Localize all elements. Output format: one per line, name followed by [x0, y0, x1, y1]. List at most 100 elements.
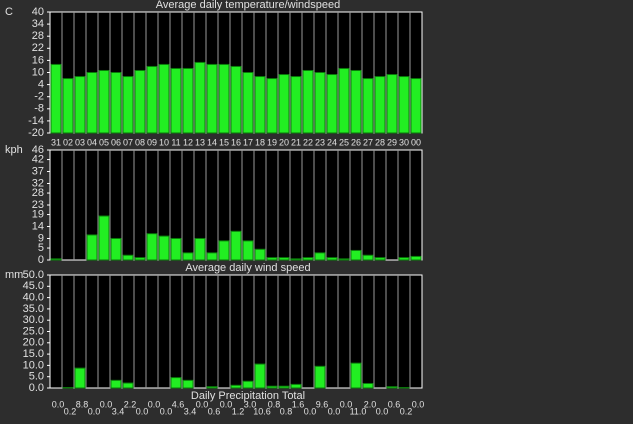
bar — [362, 78, 374, 134]
bar — [410, 78, 422, 134]
x-tick-label: 15 — [219, 137, 229, 147]
y-tick-label: -20 — [28, 127, 44, 139]
bar — [410, 255, 422, 261]
y-tick-label: 40 — [32, 6, 44, 18]
panel-title: Daily Precipitation Total — [191, 390, 305, 402]
x-tick-label: 04 — [87, 137, 97, 147]
bar — [278, 385, 290, 389]
value-label: 4.6 — [172, 399, 185, 409]
value-label: 0.0 — [148, 399, 161, 409]
bar — [218, 63, 230, 134]
y-tick-label: 15.0 — [23, 348, 44, 360]
y-tick-label: 5 — [38, 242, 44, 254]
x-tick-label: 16 — [231, 137, 241, 147]
y-tick-label: 50.0 — [23, 269, 44, 281]
value-label: 3.0 — [244, 399, 257, 409]
y-tick-label: 37 — [32, 165, 44, 177]
bar — [110, 379, 122, 389]
bar — [134, 69, 146, 134]
bar — [350, 362, 362, 389]
x-tick-label: 29 — [387, 137, 397, 147]
bar — [338, 67, 350, 134]
y-tick-label: 28 — [32, 30, 44, 42]
bar — [86, 72, 98, 134]
x-tick-label: 09 — [147, 137, 157, 147]
bar — [326, 257, 338, 261]
y-tick-label: 10 — [32, 66, 44, 78]
y-tick-label: -14 — [28, 115, 44, 127]
bar — [362, 254, 374, 261]
x-tick-label: 14 — [207, 137, 217, 147]
bar — [290, 76, 302, 134]
bar — [98, 215, 110, 261]
y-tick-label: 10.0 — [23, 359, 44, 371]
y-tick-label: 23 — [32, 199, 44, 211]
bar — [122, 254, 134, 261]
value-label: 2.0 — [364, 399, 377, 409]
x-tick-label: 06 — [111, 137, 121, 147]
bar — [242, 380, 254, 389]
x-tick-label: 05 — [99, 137, 109, 147]
bar — [74, 367, 86, 389]
value-label: 0.0 — [88, 406, 101, 416]
x-tick-label: 26 — [351, 137, 361, 147]
y-tick-label: 30.0 — [23, 314, 44, 326]
x-tick-label: 08 — [135, 137, 145, 147]
value-label: 0.0 — [136, 406, 149, 416]
bar — [386, 386, 398, 389]
bar — [302, 257, 314, 261]
bar — [230, 65, 242, 134]
plot-area — [49, 274, 423, 389]
value-label: 0.0 — [100, 399, 113, 409]
bar — [74, 76, 86, 134]
value-label: 0.0 — [376, 406, 389, 416]
bar — [50, 63, 62, 134]
bar — [122, 382, 134, 389]
value-label: 0.0 — [52, 399, 65, 409]
bar — [374, 257, 386, 261]
bar — [218, 240, 230, 261]
bar — [110, 237, 122, 261]
value-label: 0.0 — [160, 406, 173, 416]
x-tick-label: 27 — [363, 137, 373, 147]
bar — [254, 363, 266, 389]
x-tick-label: 25 — [339, 137, 349, 147]
y-tick-label: 20.0 — [23, 337, 44, 349]
x-tick-label: 11 — [171, 137, 180, 147]
y-tick-label: 40.0 — [23, 292, 44, 304]
bar — [182, 252, 194, 261]
y-tick-label: 0.0 — [29, 382, 44, 394]
y-tick-label: 0 — [38, 254, 44, 266]
x-tick-label: 07 — [123, 137, 133, 147]
bar — [398, 76, 410, 134]
y-axis-label: kph — [5, 144, 23, 156]
value-label: 0.8 — [280, 406, 293, 416]
bar — [134, 257, 146, 261]
value-label: 9.6 — [316, 399, 329, 409]
y-tick-label: 14 — [32, 220, 44, 232]
bar — [86, 234, 98, 261]
y-tick-label: 35.0 — [23, 303, 44, 315]
bar — [122, 76, 134, 134]
bar — [290, 258, 302, 261]
bar — [206, 63, 218, 134]
bar — [266, 78, 278, 134]
bar — [194, 61, 206, 134]
y-tick-label: 25.0 — [23, 325, 44, 337]
y-tick-label: 9 — [38, 232, 44, 244]
bar — [242, 240, 254, 261]
bar — [386, 74, 398, 134]
x-tick-label: 02 — [63, 137, 73, 147]
x-tick-label: 22 — [303, 137, 313, 147]
bar — [158, 63, 170, 134]
bar — [326, 74, 338, 134]
panel-title: Average daily temperature/windspeed — [156, 0, 340, 11]
x-tick-label: 20 — [279, 137, 289, 147]
value-label: 0.0 — [220, 399, 233, 409]
bar — [302, 69, 314, 134]
bar — [254, 76, 266, 134]
value-label: 3.4 — [112, 406, 125, 416]
value-label: 0.8 — [268, 399, 281, 409]
bar — [350, 249, 362, 261]
